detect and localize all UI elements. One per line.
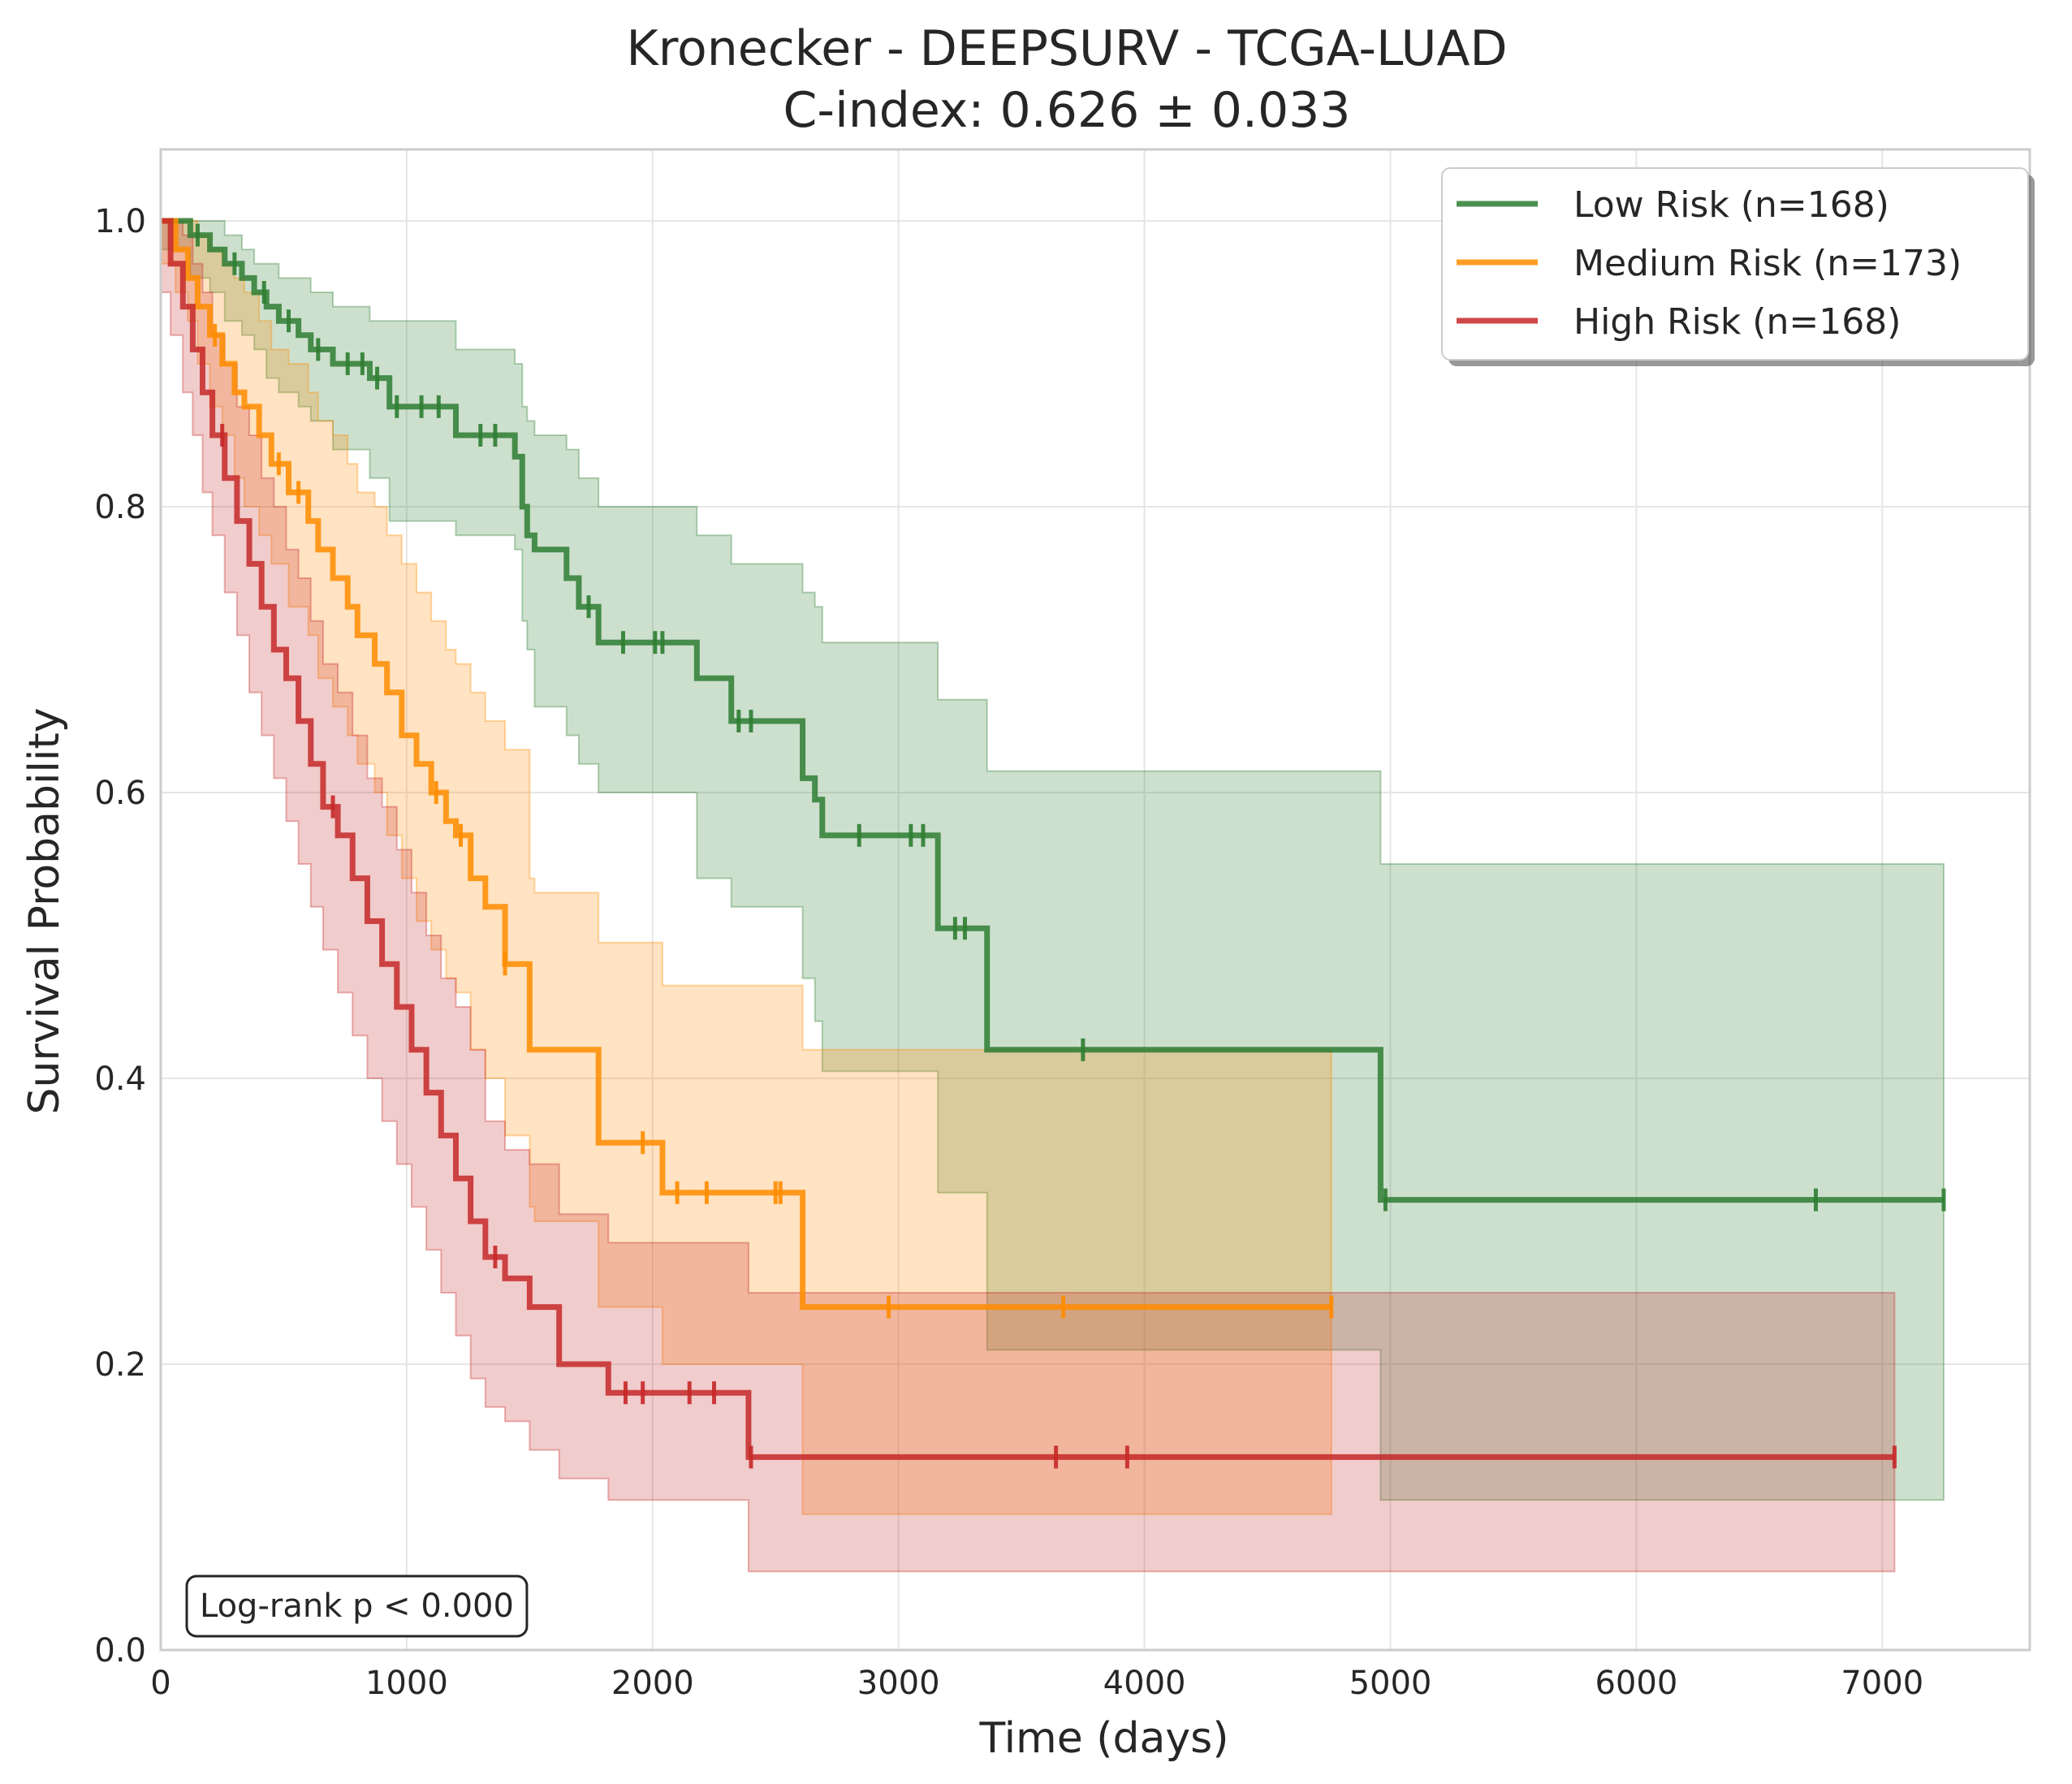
x-tick-label: 7000 xyxy=(1841,1665,1923,1702)
chart-subtitle: C-index: 0.626 ± 0.033 xyxy=(783,82,1351,139)
legend-label-series-2: High Risk (n=168) xyxy=(1573,301,1901,343)
x-tick-label: 5000 xyxy=(1349,1665,1432,1702)
x-tick-label: 0 xyxy=(150,1665,171,1702)
y-axis-label: Survival Probability xyxy=(20,707,69,1114)
ci-band-series-1 xyxy=(160,220,1332,1515)
y-tick-label: 0.0 xyxy=(94,1632,146,1670)
y-tick-label: 0.6 xyxy=(94,775,146,812)
plot-area: 0 1000 2000 3000 4000 5000 6000 7000 0.0 0.2 0.4 0.… xyxy=(94,148,2035,1702)
y-tick-label: 0.8 xyxy=(94,489,146,526)
y-tick-label: 0.2 xyxy=(94,1346,146,1384)
logrank-annotation: Log-rank p < 0.000 xyxy=(185,1574,529,1638)
y-tick-label: 1.0 xyxy=(94,203,146,240)
x-tick-label: 6000 xyxy=(1595,1665,1677,1702)
plot-background xyxy=(161,149,2030,1650)
chart-title: Kronecker - DEEPSURV - TCGA-LUAD xyxy=(626,20,1507,77)
ci-band-series-2 xyxy=(160,220,1896,1573)
legend-label-series-1: Medium Risk (n=173) xyxy=(1573,243,1962,284)
survival-line-series-0 xyxy=(161,218,1944,1203)
legend-label-series-0: Low Risk (n=168) xyxy=(1573,184,1889,226)
logrank-text: Log-rank p < 0.000 xyxy=(200,1587,514,1625)
x-tick-label: 3000 xyxy=(857,1665,940,1702)
x-tick-label: 1000 xyxy=(365,1665,448,1702)
x-tick-label: 2000 xyxy=(611,1665,694,1702)
legend: Low Risk (n=168) Medium Risk (n=173) High … xyxy=(1441,167,2035,366)
x-tick-label: 4000 xyxy=(1103,1665,1186,1702)
y-tick-label: 0.4 xyxy=(94,1060,146,1098)
logrank-box xyxy=(185,1574,529,1638)
survival-line-series-2 xyxy=(161,218,1895,1460)
legend-box xyxy=(1441,167,2029,361)
x-axis-label: Time (days) xyxy=(978,1714,1228,1763)
ci-band-series-0 xyxy=(160,220,1945,1501)
plot-frame xyxy=(159,148,2031,1652)
